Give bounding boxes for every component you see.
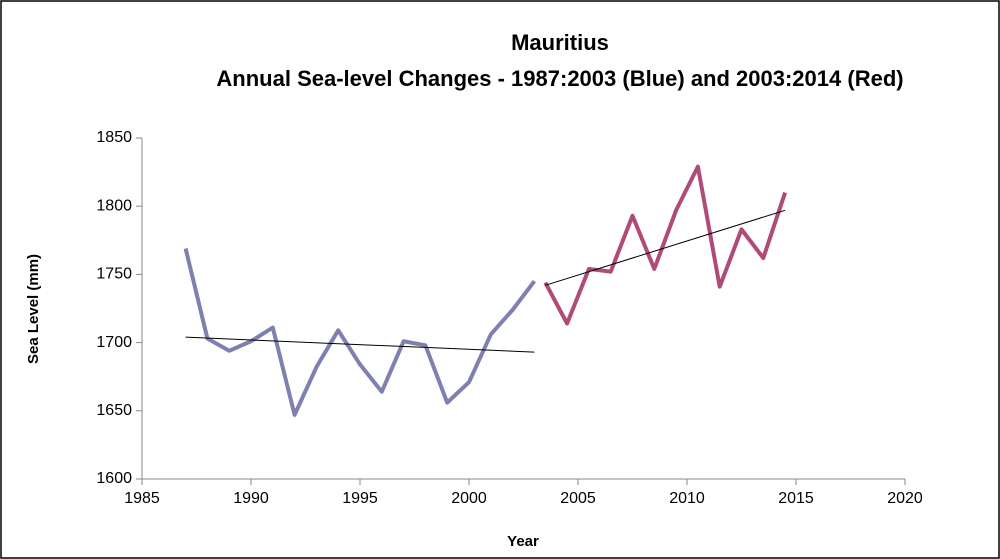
y-tick-label: 1600 — [96, 470, 132, 487]
y-tick-label: 1750 — [96, 266, 132, 283]
y-axis-title: Sea Level (mm) — [25, 254, 42, 364]
x-tick-label: 2010 — [669, 490, 705, 507]
data-line — [543, 164, 787, 326]
x-tick-label: 2015 — [778, 490, 814, 507]
y-tick-label: 1650 — [96, 402, 132, 419]
data-line — [183, 248, 536, 417]
x-tick-label: 1985 — [124, 490, 160, 507]
x-axis-title: Year — [507, 533, 539, 550]
x-tick-label: 1990 — [233, 490, 269, 507]
y-tick-label: 1800 — [96, 197, 132, 214]
x-tick-label: 2000 — [451, 490, 487, 507]
x-tick-label: 2005 — [560, 490, 596, 507]
trend-line — [185, 336, 535, 353]
x-tick-label: 2020 — [887, 490, 923, 507]
x-tick-label: 1995 — [342, 490, 378, 507]
y-tick-label: 1700 — [96, 334, 132, 351]
chart-title: Mauritius — [511, 30, 609, 55]
chart-subtitle: Annual Sea-level Changes - 1987:2003 (Bl… — [216, 66, 903, 91]
y-tick-label: 1850 — [96, 129, 132, 146]
trend-line — [545, 209, 786, 286]
